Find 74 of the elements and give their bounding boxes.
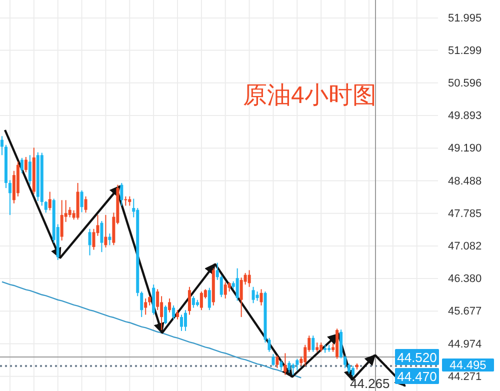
y-tick-label: 49.893	[448, 110, 482, 122]
candlestick	[44, 200, 48, 214]
candlestick	[128, 196, 132, 206]
annotation: 44.265	[350, 376, 390, 391]
candlestick	[84, 196, 88, 214]
candlestick	[168, 298, 172, 313]
candlestick	[144, 298, 148, 316]
y-tick-label: 44.271	[448, 370, 482, 383]
candlestick	[104, 214, 108, 248]
candlestick	[220, 274, 223, 298]
y-tick-label: 45.677	[448, 306, 482, 318]
y-tick-label: 46.380	[448, 273, 482, 286]
candlestick	[272, 354, 275, 366]
candlestick	[164, 304, 168, 324]
candlestick	[224, 282, 227, 299]
candlestick	[228, 282, 231, 292]
candlestick	[296, 358, 299, 371]
text: 44.470	[397, 369, 437, 384]
candlestick	[0, 136, 4, 156]
candlestick	[28, 154, 32, 186]
candlestick	[188, 286, 191, 316]
y-tick-label: 49.190	[448, 142, 482, 155]
candlestick	[216, 262, 219, 280]
candlestick	[68, 206, 72, 218]
candlestick	[172, 304, 176, 320]
candlestick	[280, 360, 283, 371]
y-tick-label: 51.995	[448, 12, 482, 25]
candlestick	[236, 268, 239, 302]
candlestick	[208, 287, 211, 311]
candlestick	[348, 362, 351, 374]
candlestick	[288, 360, 291, 374]
line-series	[1, 281, 302, 378]
y-tick-label: 50.596	[448, 77, 482, 90]
candlestick	[256, 291, 259, 302]
y-tick-label: 47.785	[448, 208, 482, 220]
y-tick-label: 51.299	[448, 44, 482, 57]
candlestick	[88, 228, 92, 256]
candlestick	[276, 355, 279, 369]
candlestick	[344, 355, 347, 369]
text: 原油4小时图	[243, 82, 376, 109]
y-tick-label: 47.082	[448, 240, 482, 252]
candlestick	[108, 233, 112, 246]
y-tick-label: 48.488	[448, 175, 482, 188]
candlestick	[200, 291, 203, 311]
candlestick	[24, 156, 28, 173]
candlestick	[160, 296, 164, 331]
candlestick	[8, 180, 12, 216]
candlestick	[92, 228, 96, 250]
candlestick	[312, 335, 315, 352]
candlestick	[184, 310, 187, 332]
candlestick	[124, 196, 128, 206]
candlestick	[260, 288, 263, 306]
candlestick	[100, 220, 104, 253]
candlestick	[148, 296, 152, 306]
candlestick	[292, 362, 295, 376]
candlestick	[176, 310, 180, 320]
candlestick	[20, 157, 24, 174]
candlestick	[320, 342, 323, 352]
candlestick	[352, 365, 355, 378]
candlestick	[120, 182, 124, 206]
candlestick	[180, 314, 183, 332]
candlestick	[140, 291, 144, 318]
candlestick	[284, 352, 287, 376]
text: 44.520	[397, 350, 437, 365]
candlestick	[48, 191, 52, 211]
candlestick	[60, 200, 64, 241]
y-tick-label: 44.974	[448, 338, 482, 350]
candlestick	[252, 286, 255, 304]
candlestick	[80, 190, 84, 213]
candlestick	[192, 296, 195, 308]
candlestick	[248, 270, 251, 288]
ref-line-label: 44.495	[450, 358, 487, 372]
candlestick	[316, 342, 319, 352]
candlestick	[240, 277, 243, 318]
